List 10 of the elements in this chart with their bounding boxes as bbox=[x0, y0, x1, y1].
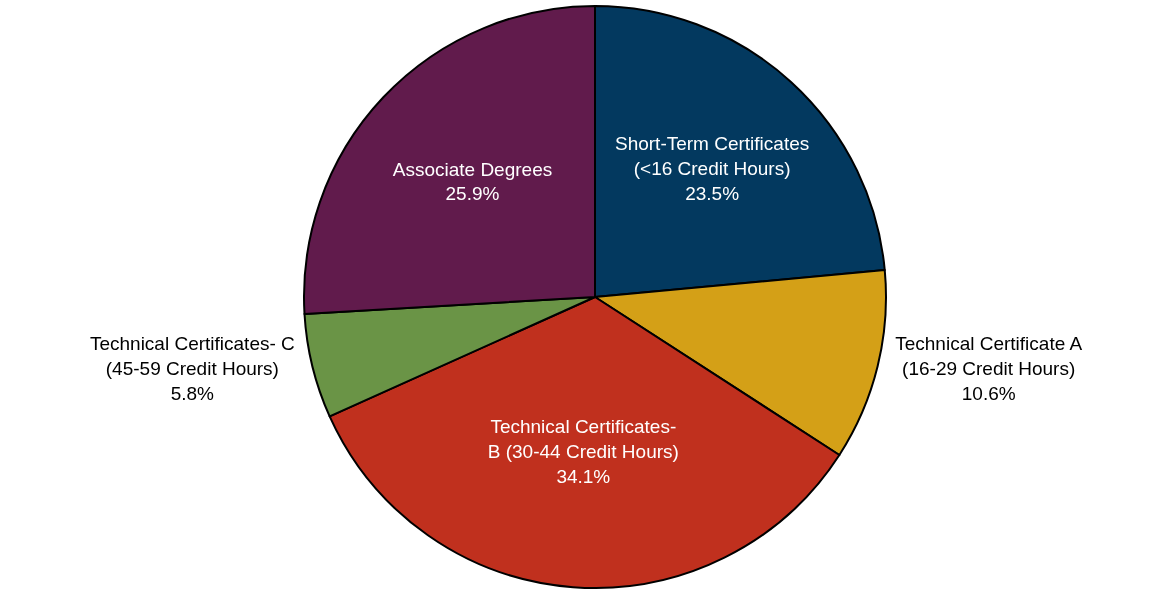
slice-label: Technical Certificate A (16-29 Credit Hours) bbox=[895, 333, 1083, 379]
data-label: 5.8% bbox=[170, 382, 215, 404]
data-label: 23.5% bbox=[685, 182, 740, 204]
data-label: 25.9% bbox=[445, 183, 500, 205]
slice-label: Technical Certificates- B (30-44 Credit Hours) bbox=[487, 416, 679, 462]
slice-label: Associate Degrees bbox=[392, 158, 553, 180]
slice-label: Short-Term Certificates (<16 Credit Hours) bbox=[614, 133, 810, 179]
data-label: 10.6% bbox=[961, 382, 1016, 404]
slice-label: Technical Certificates- C (45-59 Credit Hours) bbox=[89, 333, 295, 379]
data-label: 34.1% bbox=[556, 465, 611, 487]
